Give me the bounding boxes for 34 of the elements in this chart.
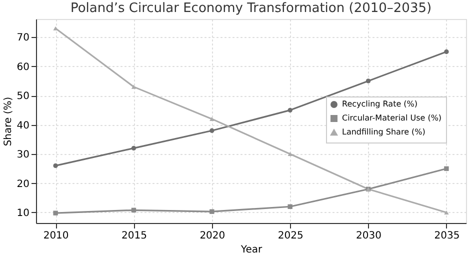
x-tick-label: 2010 <box>43 230 69 242</box>
point <box>210 128 214 133</box>
y-tick-label: 60 <box>16 62 30 73</box>
point <box>444 166 449 171</box>
y-tick-label: 50 <box>16 91 30 102</box>
point <box>131 84 136 89</box>
point <box>444 210 449 215</box>
point <box>53 210 58 216</box>
point <box>288 204 292 209</box>
point <box>131 146 136 151</box>
x-tick-label: 2030 <box>356 230 382 242</box>
point <box>366 78 371 84</box>
point <box>288 108 292 113</box>
y-tick-label: 40 <box>16 120 30 132</box>
x-axis-title: Year <box>240 244 263 256</box>
legend-label: Circular-Material Use (%) <box>342 114 442 123</box>
y-tick-label: 30 <box>16 150 30 161</box>
point <box>210 116 214 121</box>
legend-label: Landfilling Share (%) <box>342 128 426 137</box>
point <box>131 208 136 212</box>
point <box>288 152 292 156</box>
x-tick-label: 2035 <box>434 230 460 242</box>
y-axis-title: Share (%) <box>2 96 14 146</box>
point <box>444 49 449 54</box>
x-tick-label: 2020 <box>200 230 226 242</box>
point <box>53 163 58 168</box>
y-tick-label: 20 <box>16 178 30 190</box>
y-tick-label: 70 <box>16 32 30 44</box>
point <box>210 209 214 214</box>
chart-title: Poland’s Circular Economy Transformation (2010–2035) <box>70 1 432 16</box>
x-tick-label: 2025 <box>278 230 304 242</box>
y-tick-label: 10 <box>16 208 30 219</box>
legend-label: Recycling Rate (%) <box>342 100 418 109</box>
x-tick-label: 2015 <box>122 230 147 242</box>
